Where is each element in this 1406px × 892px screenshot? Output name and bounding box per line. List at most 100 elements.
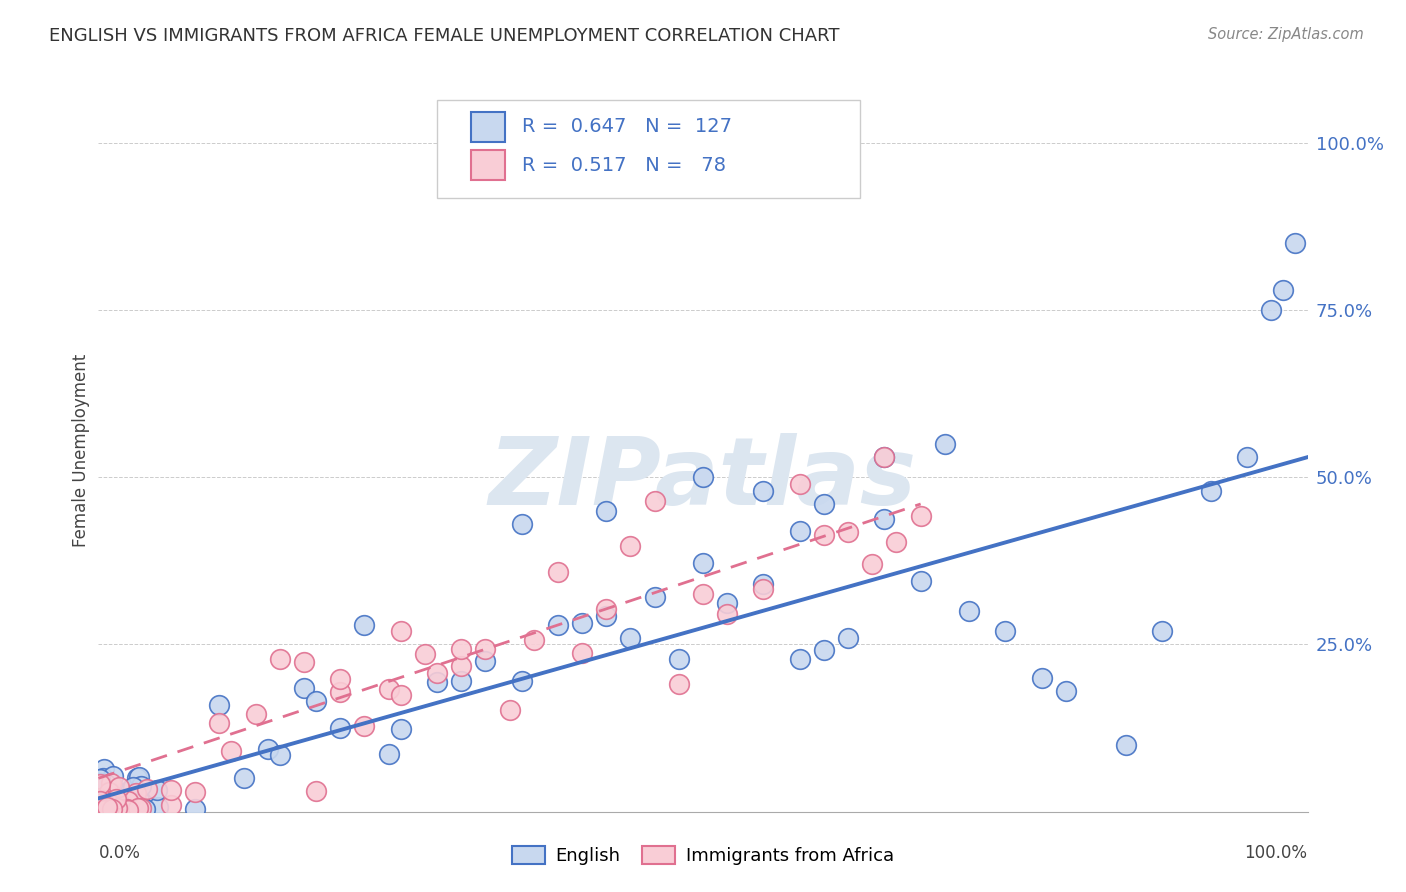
Point	[107, 803, 129, 817]
Point	[547, 565, 569, 579]
Point	[120, 782, 142, 797]
Point	[873, 450, 896, 465]
Point	[89, 790, 111, 805]
Point	[413, 648, 436, 662]
Point	[128, 770, 150, 784]
Point	[100, 801, 122, 815]
Point	[353, 617, 375, 632]
Point	[377, 681, 399, 696]
Text: R =  0.517   N =   78: R = 0.517 N = 78	[522, 156, 725, 175]
Point	[128, 793, 150, 807]
Point	[426, 665, 449, 680]
Point	[89, 772, 111, 786]
Point	[93, 797, 115, 811]
Point	[127, 801, 149, 815]
Point	[96, 794, 118, 808]
Text: 100.0%: 100.0%	[1244, 844, 1308, 863]
Point	[111, 787, 134, 801]
Point	[96, 801, 118, 815]
Point	[90, 799, 112, 814]
Point	[112, 800, 135, 814]
Point	[789, 651, 811, 665]
Point	[124, 798, 146, 813]
Point	[813, 528, 835, 542]
Point	[716, 596, 738, 610]
Point	[1199, 483, 1222, 498]
Point	[93, 800, 115, 814]
Point	[292, 655, 315, 669]
Point	[89, 776, 111, 790]
Point	[90, 796, 112, 810]
Point	[619, 631, 641, 645]
Point	[104, 789, 127, 804]
Point	[692, 587, 714, 601]
Point	[93, 771, 115, 785]
Point	[97, 804, 120, 818]
FancyBboxPatch shape	[437, 100, 860, 198]
Point	[91, 802, 114, 816]
Point	[89, 802, 111, 816]
Point	[93, 800, 115, 814]
Point	[692, 470, 714, 484]
Point	[134, 802, 156, 816]
Point	[98, 780, 121, 794]
Point	[89, 784, 111, 798]
Point	[450, 673, 472, 688]
Point	[450, 642, 472, 657]
Point	[127, 771, 149, 785]
Point	[886, 535, 908, 549]
Point	[105, 801, 128, 815]
Point	[100, 801, 122, 815]
Point	[97, 804, 120, 818]
Point	[523, 633, 546, 648]
Point	[571, 616, 593, 631]
Point	[146, 782, 169, 797]
Point	[124, 786, 146, 800]
Point	[108, 795, 131, 809]
Legend: English, Immigrants from Africa: English, Immigrants from Africa	[505, 838, 901, 872]
Point	[108, 804, 131, 818]
Point	[389, 624, 412, 639]
Point	[1260, 303, 1282, 318]
Point	[595, 503, 617, 517]
Point	[110, 803, 132, 817]
Point	[93, 804, 115, 818]
Point	[107, 780, 129, 794]
Point	[89, 799, 111, 814]
Point	[108, 792, 131, 806]
Point	[96, 793, 118, 807]
Point	[644, 590, 666, 604]
Point	[510, 517, 533, 532]
Point	[474, 641, 496, 656]
Point	[117, 794, 139, 808]
Point	[571, 646, 593, 660]
Text: Source: ZipAtlas.com: Source: ZipAtlas.com	[1208, 27, 1364, 42]
Point	[118, 797, 141, 811]
Point	[184, 785, 207, 799]
Point	[93, 798, 115, 813]
Point	[93, 800, 115, 814]
Point	[117, 793, 139, 807]
Point	[595, 602, 617, 616]
Point	[208, 698, 231, 712]
Point	[96, 800, 118, 814]
Point	[813, 643, 835, 657]
Point	[90, 799, 112, 814]
Point	[96, 803, 118, 817]
Point	[595, 609, 617, 624]
Point	[256, 741, 278, 756]
Point	[1115, 738, 1137, 752]
Point	[269, 651, 291, 665]
Point	[89, 803, 111, 817]
Point	[389, 688, 412, 702]
Point	[860, 557, 883, 571]
Point	[101, 769, 124, 783]
Point	[104, 789, 127, 803]
Point	[97, 779, 120, 793]
Point	[619, 539, 641, 553]
Point	[232, 771, 254, 785]
Point	[97, 802, 120, 816]
Point	[873, 512, 896, 526]
Point	[89, 798, 111, 813]
Point	[112, 792, 135, 806]
